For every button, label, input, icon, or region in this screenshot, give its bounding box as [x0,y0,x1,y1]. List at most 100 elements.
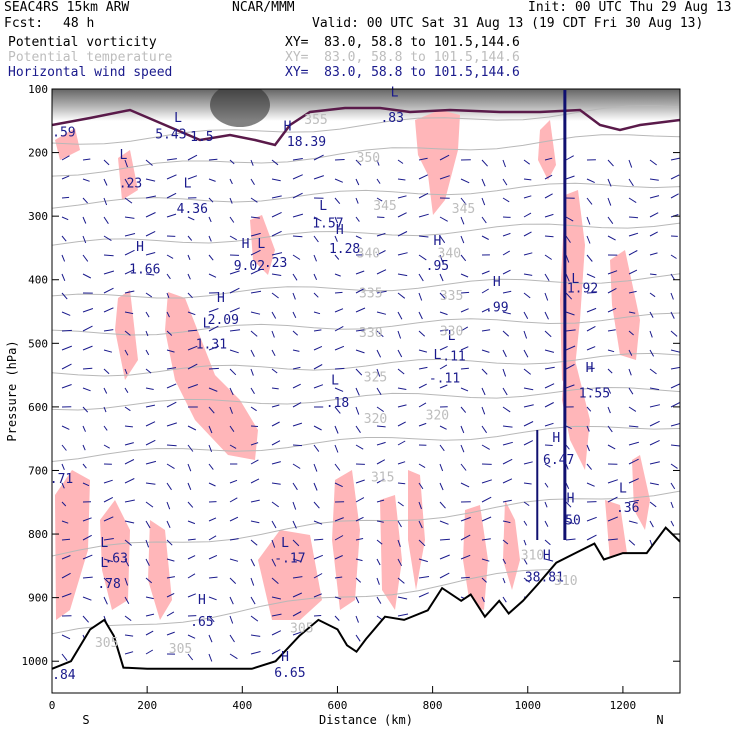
wind-speed-shading-6 [538,120,556,180]
annotation-46: .36 [616,501,639,516]
org-label: NCAR/MMM [232,0,295,15]
annotation-48: .63 [104,552,127,567]
wind-speed-shading-4 [250,215,275,275]
annotation-53: H [543,549,551,564]
annotation-32: .11 [442,350,465,365]
annotation-14: H [336,223,344,238]
annotation-62: 345 [373,199,396,214]
ytick-label-800: 800 [28,528,48,541]
annotation-73: 315 [371,470,394,485]
annotation-6: .83 [380,111,403,126]
field-xy-pv: XY= 83.0, 58.8 to 101.5,144.6 [285,35,520,50]
annotation-17: .95 [426,259,449,274]
annotation-58: 6.65 [274,666,305,681]
annotation-13: 1.57 [312,217,343,232]
theta-contour-315 [52,425,680,462]
wind-speed-shading-19 [562,350,590,470]
theta-contour-310 [52,490,680,557]
annotation-30: L [448,329,456,344]
field-xy-wind: XY= 83.0, 58.8 to 101.5,144.6 [285,65,520,80]
annotation-18: H [136,240,144,255]
xtick-label-1200: 1200 [610,699,637,712]
theta-contour-345 [52,182,680,209]
ytick-label-100: 100 [28,83,48,96]
init-time: Init: 00 UTC Thu 29 Aug 13 [528,0,732,15]
annotation-8: L [119,148,127,163]
annotation-45: L [619,482,627,497]
annotation-60: 355 [304,113,327,128]
fcst-value: 48 h [63,16,95,31]
annotation-29: .99 [485,301,508,316]
annotation-49: L [100,556,108,571]
wind-speed-shading-20 [632,455,650,530]
annotation-47: L [100,536,108,551]
ytick-label-200: 200 [28,147,48,160]
ytick-label-900: 900 [28,592,48,605]
valid-time: Valid: 00 UTC Sat 31 Aug 13 (19 CDT Fri … [312,16,704,31]
annotation-10: L [184,177,192,192]
annotation-64: 340 [357,247,380,262]
annotation-4: 18.39 [287,135,326,150]
annotation-66: 335 [359,287,382,302]
annotation-11: 4.36 [177,202,208,217]
annotation-36: L [571,272,579,287]
x-axis-label: Distance (km) [319,713,413,727]
ytick-label-500: 500 [28,337,48,350]
annotation-68: 330 [359,326,382,341]
annotation-0: L [174,111,182,126]
model-title: SEAC4RS 15km ARW [4,0,130,15]
field-name-pv: Potential vorticity [8,35,157,50]
annotation-43: H [567,491,575,506]
field-name-wind: Horizontal wind speed [8,65,173,80]
field-xy-theta: XY= 83.0, 58.8 to 101.5,144.6 [285,50,520,65]
ytick-label-700: 700 [28,464,48,477]
annotation-24: H [217,291,225,306]
wind-speed-shading-13 [258,530,322,620]
annotation-44: 50 [565,514,581,529]
annotation-12: L [319,199,327,214]
y-axis-label: Pressure (hPa) [5,340,19,441]
terrain-fill [52,527,680,693]
annotation-3: H [284,119,292,134]
annotation-28: H [493,275,501,290]
ytick-label-300: 300 [28,210,48,223]
wind-speed-shading-17 [463,505,488,610]
xtick-label-600: 600 [328,699,348,712]
annotation-1: 5.43 [155,128,186,143]
strat-blob [210,89,270,127]
xtick-label-0: 0 [49,699,56,712]
annotation-15: 1.28 [329,242,360,257]
annotation-63: 345 [452,202,475,217]
annotation-77: 305 [95,636,118,651]
annotation-22: 9.02 [234,259,265,274]
annotation-74: 310 [521,549,544,564]
annotation-61: 350 [357,151,380,166]
ytick-label-1000: 1000 [22,655,49,668]
ytick-label-400: 400 [28,274,48,287]
annotation-70: 325 [364,371,387,386]
annotation-42: .71 [50,472,73,487]
plot-frame [51,88,681,694]
annotation-34: L [331,374,339,389]
annotation-67: 335 [440,289,463,304]
annotation-69: 330 [440,325,463,340]
annotation-40: H [552,431,560,446]
annotation-56: .65 [190,615,213,630]
strat-shading [52,89,680,121]
terrain-line [52,526,680,670]
annotation-25: 2.09 [208,313,239,328]
annotation-55: H [198,593,206,608]
annotation-54: 38.81 [525,571,564,586]
wind-speed-shading-12 [148,520,172,620]
field-name-theta: Potential temperature [8,50,173,65]
x-end-label-south: S [82,713,89,727]
annotation-27: 1.31 [196,337,227,352]
wind-speed-shading-15 [380,495,402,610]
annotation-76: 305 [169,642,192,657]
theta-contour-350 [52,134,680,177]
wind-speed-shading-5 [415,110,460,215]
annotation-75: 310 [554,574,577,589]
annotation-33: -.11 [429,372,460,387]
x-end-label-north: N [656,713,663,727]
